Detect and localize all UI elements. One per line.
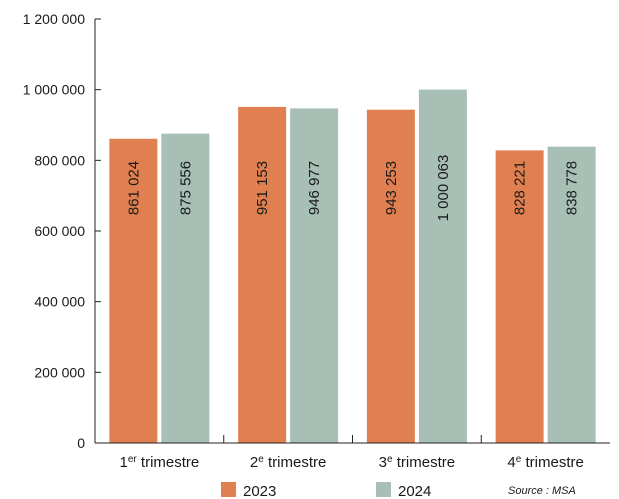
bar-value-label: 946 977 bbox=[306, 161, 323, 215]
x-tick-label: 2e trimestre bbox=[250, 454, 326, 472]
y-axis: 0 200 000 400 000 600 000 800 000 1 000 000 1 … bbox=[23, 11, 101, 451]
y-tick-label: 800 000 bbox=[34, 152, 85, 168]
legend-swatch-2023 bbox=[221, 482, 236, 497]
bar-value-label: 943 253 bbox=[383, 161, 400, 215]
bar-2023 bbox=[238, 106, 287, 444]
y-tick-label: 0 bbox=[77, 435, 85, 451]
x-tick-label: 3e trimestre bbox=[379, 454, 455, 472]
y-tick-label: 400 000 bbox=[34, 294, 85, 310]
legend: 2023 2024 bbox=[221, 482, 431, 499]
x-axis: 1er trimestre 2e trimestre 3e trimestre 4e … bbox=[95, 435, 610, 471]
x-tick-label: 1er trimestre bbox=[119, 454, 199, 472]
bar-value-label: 875 556 bbox=[177, 161, 194, 215]
bar-2024 bbox=[290, 108, 339, 443]
bar-2024 bbox=[547, 146, 596, 443]
y-tick-label: 1 200 000 bbox=[23, 11, 85, 27]
bar-value-label: 828 221 bbox=[512, 161, 529, 215]
bar-2024 bbox=[161, 133, 210, 443]
legend-label: 2023 bbox=[243, 483, 276, 499]
source-note: Source : MSA bbox=[508, 485, 576, 497]
y-tick-label: 200 000 bbox=[34, 364, 85, 380]
bar-value-label: 838 778 bbox=[564, 161, 581, 215]
x-tick-label: 4e trimestre bbox=[507, 454, 583, 472]
bar-2024 bbox=[418, 89, 467, 443]
bars: 861 024 875 556 951 153 946 977 943 253 1 000… bbox=[109, 89, 596, 444]
legend-label: 2024 bbox=[398, 483, 431, 499]
bar-2023 bbox=[366, 109, 415, 443]
bar-value-label: 1 000 063 bbox=[435, 155, 452, 222]
bar-value-label: 951 153 bbox=[254, 161, 271, 215]
bar-value-label: 861 024 bbox=[125, 161, 142, 215]
y-tick-label: 600 000 bbox=[34, 223, 85, 239]
y-tick-label: 1 000 000 bbox=[23, 82, 85, 98]
legend-swatch-2024 bbox=[376, 482, 391, 497]
bar-2023 bbox=[495, 150, 544, 443]
bar-2023 bbox=[109, 138, 158, 443]
